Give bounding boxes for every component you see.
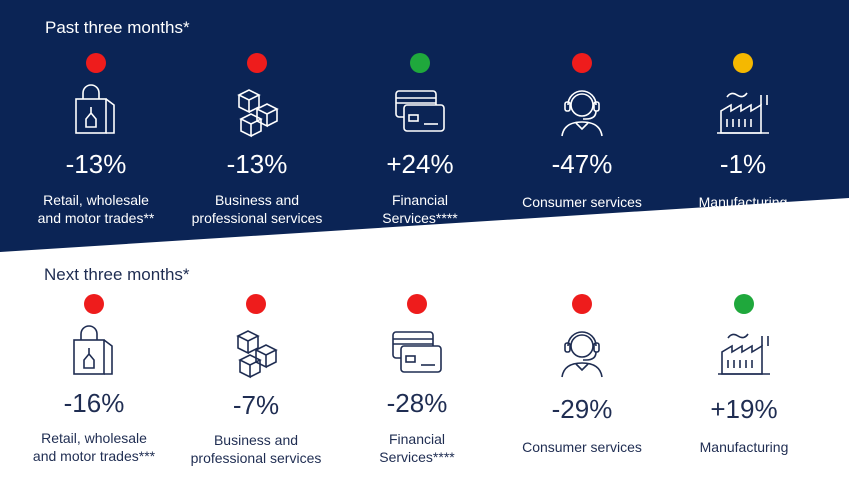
credit-cards-icon <box>395 90 445 132</box>
shopping-bag-icon <box>75 84 115 134</box>
percent-value: -47% <box>551 149 613 179</box>
sector-label-line1: Consumer services <box>522 194 642 210</box>
percent-value: -28% <box>386 388 448 418</box>
status-dot <box>733 53 753 73</box>
sector-label-line2: professional services <box>191 210 323 226</box>
status-dot <box>84 294 104 314</box>
factory-icon <box>718 333 770 375</box>
headset-agent-icon <box>561 90 603 137</box>
percent-value: -1% <box>719 149 767 179</box>
percent-value: +19% <box>710 394 778 424</box>
status-dot <box>734 294 754 314</box>
sector-label-line1: Business and <box>214 192 300 208</box>
sector-label-line1: Financial <box>391 192 449 208</box>
status-dot <box>572 53 592 73</box>
boxes-icon <box>236 330 278 379</box>
status-dot <box>407 294 427 314</box>
status-dot <box>86 53 106 73</box>
status-dot <box>572 294 592 314</box>
sector-label-line2: Services**** <box>379 449 455 465</box>
factory-icon <box>717 92 769 134</box>
sector-label-line1: Business and <box>213 432 299 448</box>
percent-value: -7% <box>232 390 280 420</box>
status-dot <box>410 53 430 73</box>
status-dot <box>246 294 266 314</box>
percent-value: -13% <box>226 149 288 179</box>
sector-label-line1: Consumer services <box>522 439 642 455</box>
sector-label-line2: professional services <box>190 450 322 466</box>
sector-label-line1: Retail, wholesale <box>41 430 147 446</box>
sector-label-line1: Financial <box>388 431 446 447</box>
past-section-title: Past three months* <box>45 18 190 37</box>
sector-label-line2: and motor trades** <box>37 210 155 226</box>
percent-value: -16% <box>63 388 125 418</box>
percent-value: -13% <box>65 149 127 179</box>
sector-label-line2: and motor trades*** <box>32 448 156 464</box>
sector-label-line2: Services**** <box>382 210 458 226</box>
credit-cards-icon <box>392 331 442 373</box>
percent-value: +24% <box>386 149 454 179</box>
status-dot <box>247 53 267 73</box>
sector-label-line1: Retail, wholesale <box>43 192 149 208</box>
headset-agent-icon <box>561 331 603 378</box>
sector-label-line1: Manufacturing <box>699 439 789 455</box>
shopping-bag-icon <box>73 325 113 375</box>
percent-value: -29% <box>551 394 613 424</box>
sector-label-line1: Manufacturing <box>698 194 788 210</box>
next-section-title: Next three months* <box>44 265 190 284</box>
boxes-icon <box>237 89 279 138</box>
